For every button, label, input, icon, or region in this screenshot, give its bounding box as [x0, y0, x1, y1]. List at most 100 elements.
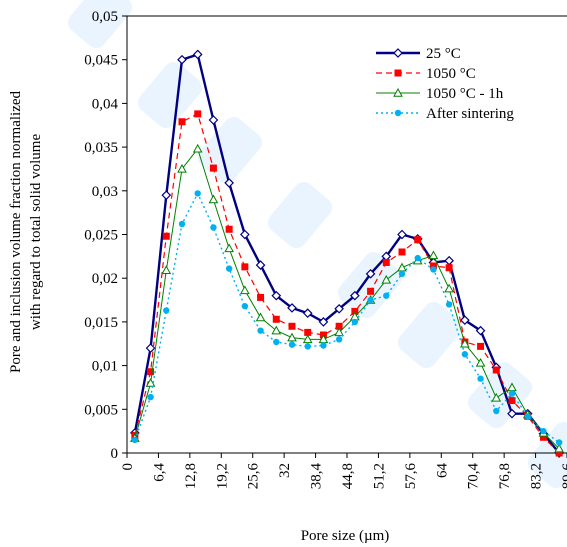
series-3-point-21 [461, 351, 469, 358]
series-0-point-20 [444, 255, 454, 266]
series-3-point-15 [367, 296, 374, 304]
legend-marker-0 [393, 48, 403, 58]
series-0-point-7 [240, 229, 250, 240]
series-3-point-12 [320, 342, 327, 349]
x-tick-label-0: 0 [120, 463, 136, 471]
legend-marker-1 [394, 69, 402, 77]
series-line-1 [134, 113, 560, 454]
x-axis-label: Pore size (µm) [301, 528, 390, 544]
series-0-point-22 [475, 325, 486, 336]
series-1-point-5 [209, 164, 217, 172]
watermark-mark-0 [67, 0, 133, 49]
series-2-point-22 [475, 357, 486, 367]
series-0-point-10 [287, 303, 297, 313]
series-3 [131, 190, 563, 446]
series-2-point-23 [491, 392, 502, 402]
series-3-point-11 [304, 343, 311, 350]
y-tick-label-9: 0,045 [84, 53, 118, 69]
series-0-point-24 [507, 408, 517, 419]
series-1-point-9 [272, 315, 280, 323]
series-3-point-6 [225, 265, 233, 272]
series-0-point-2 [161, 190, 172, 201]
series-2-point-4 [192, 143, 203, 153]
series-0-point-17 [397, 229, 407, 240]
y-tick-label-1: 0,005 [84, 402, 118, 418]
series-0-point-13 [334, 303, 344, 314]
x-tick-label-6: 38,4 [309, 463, 325, 490]
series-0-point-4 [192, 49, 203, 60]
series-0-point-9 [271, 290, 282, 301]
series-0-point-8 [255, 260, 266, 270]
series-0-point-14 [350, 290, 360, 301]
x-tick-label-12: 76,8 [497, 463, 513, 489]
series-3-point-27 [555, 439, 563, 446]
series-3-point-17 [398, 270, 406, 278]
series-3-point-7 [241, 302, 249, 310]
series-1-point-3 [178, 118, 186, 126]
y-tick-label-10: 0,05 [92, 9, 118, 25]
series-0-point-11 [302, 308, 313, 319]
legend-label-3: After sintering [426, 106, 514, 122]
x-tick-label-9: 57,6 [403, 463, 419, 490]
series-3-point-2 [163, 307, 170, 314]
y-tick-label-3: 0,015 [84, 315, 118, 331]
series-3-point-5 [210, 224, 217, 231]
series-2-point-3 [177, 163, 187, 173]
series-3-point-19 [430, 266, 437, 273]
series-2-point-6 [224, 243, 234, 253]
series-3-point-25 [524, 413, 531, 420]
x-tick-label-11: 70,4 [466, 463, 482, 490]
x-axis: 0 6,4 12,8 19,2 25,6 32 38,4 44,8 51,2 57,6 64 70,4… [120, 453, 567, 489]
legend-label-1: 1050 °C [426, 66, 476, 82]
watermark-mark-2 [197, 116, 263, 184]
series-1-point-7 [241, 263, 249, 271]
series-2-point-21 [460, 338, 470, 348]
x-tick-label-2: 12,8 [183, 463, 199, 489]
series-1-point-10 [288, 322, 296, 330]
series-3-point-20 [445, 301, 453, 308]
legend: 25 °C 1050 °C 1050 °C - 1h After sintering [376, 46, 514, 122]
series-2-point-11 [302, 334, 313, 344]
watermark-mark-5 [397, 301, 463, 369]
series-1-point-8 [257, 293, 265, 301]
series-3-point-0 [131, 436, 139, 444]
series-3-point-16 [383, 292, 390, 299]
series-2-point-5 [208, 194, 219, 204]
series-3-point-3 [178, 220, 186, 228]
y-axis-label-line-1: Pore and inclusion volume fraction norma… [8, 91, 24, 374]
series-2-point-9 [271, 325, 282, 335]
series-3-point-23 [493, 407, 500, 415]
y-tick-label-5: 0,025 [84, 228, 118, 244]
series-3-point-24 [508, 390, 516, 397]
series-line-0 [133, 52, 561, 454]
series-1-point-4 [194, 110, 202, 118]
watermark-mark-4 [337, 251, 403, 319]
x-tick-label-5: 32 [277, 463, 293, 478]
x-tick-label-1: 6,4 [151, 463, 167, 482]
series-1-point-24 [508, 397, 516, 405]
series-2-point-10 [287, 332, 297, 342]
y-tick-label-6: 0,03 [92, 184, 118, 200]
series-3-point-13 [335, 336, 343, 343]
y-tick-label-8: 0,04 [92, 96, 119, 112]
series-1-point-13 [335, 322, 343, 330]
series-3-point-14 [351, 318, 359, 326]
series-3-point-9 [273, 338, 280, 346]
series-3-point-4 [194, 190, 201, 197]
series-0-point-15 [365, 268, 376, 279]
y-axis: 0 0,005 0,01 0,015 0,02 0,025 0,03 0,035 0,04 0,0… [84, 9, 127, 462]
series-2-point-2 [161, 265, 172, 275]
legend-marker-3 [394, 109, 402, 117]
series-3-point-26 [540, 427, 547, 435]
series-2-point-19 [428, 250, 439, 260]
watermark-mark-3 [267, 181, 333, 249]
series-0-point-21 [460, 315, 470, 326]
series-1-point-27 [555, 449, 563, 457]
series-1-point-6 [225, 225, 233, 233]
series-3-point-8 [257, 327, 264, 334]
x-tick-label-14: 89,6 [560, 463, 567, 490]
series-0-point-12 [318, 317, 329, 327]
x-tick-label-10: 64 [434, 463, 450, 479]
series-0-point-5 [208, 115, 219, 125]
x-tick-label-8: 51,2 [371, 463, 387, 489]
